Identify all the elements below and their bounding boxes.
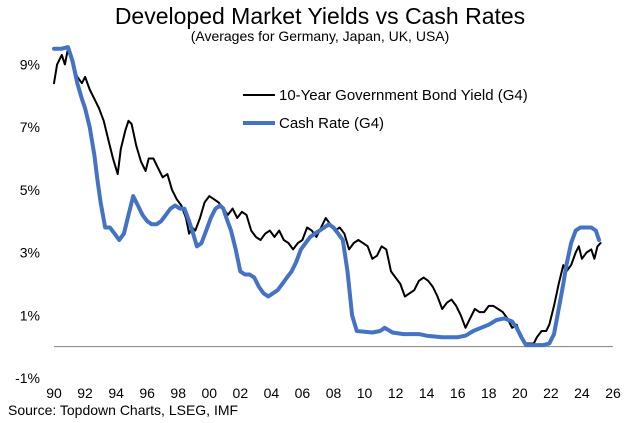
x-tick-label: 08 bbox=[326, 385, 342, 401]
chart-title: Developed Market Yields vs Cash Rates bbox=[114, 3, 526, 29]
x-tick-label: 16 bbox=[450, 385, 466, 401]
y-tick-label: 1% bbox=[20, 307, 40, 323]
x-tick-label: 20 bbox=[512, 385, 528, 401]
x-tick-label: 98 bbox=[170, 385, 186, 401]
y-tick-label: 7% bbox=[20, 119, 40, 135]
x-tick-label: 04 bbox=[264, 385, 280, 401]
legend: 10-Year Government Bond Yield (G4) Cash R… bbox=[243, 87, 528, 132]
x-tick-label: 18 bbox=[481, 385, 497, 401]
x-tick-label: 96 bbox=[139, 385, 155, 401]
x-tick-label: 94 bbox=[108, 385, 124, 401]
y-tick-label: 9% bbox=[20, 56, 40, 72]
x-tick-label: 06 bbox=[295, 385, 311, 401]
chart-subtitle: (Averages for Germany, Japan, UK, USA) bbox=[190, 28, 450, 44]
x-tick-label: 90 bbox=[46, 385, 62, 401]
legend-label: Cash Rate (G4) bbox=[279, 115, 384, 132]
x-tick-label: 12 bbox=[388, 385, 404, 401]
x-tick-label: 00 bbox=[201, 385, 217, 401]
series-group bbox=[52, 45, 602, 348]
x-tick-label: 26 bbox=[605, 385, 621, 401]
y-tick-label: 3% bbox=[20, 245, 40, 261]
x-tick-label: 10 bbox=[357, 385, 373, 401]
legend-label: 10-Year Government Bond Yield (G4) bbox=[279, 87, 528, 104]
cash-rate-line bbox=[52, 45, 601, 348]
x-axis-ticks: 90 92 94 96 98 00 02 04 06 08 10 12 14 16 18 20 22 24 26 bbox=[46, 385, 621, 401]
x-tick-label: 24 bbox=[574, 385, 590, 401]
x-tick-label: 92 bbox=[77, 385, 93, 401]
x-tick-label: 14 bbox=[419, 385, 435, 401]
x-tick-label: 02 bbox=[233, 385, 249, 401]
y-tick-label: 5% bbox=[20, 182, 40, 198]
y-tick-label: -1% bbox=[15, 370, 40, 386]
source-note: Source: Topdown Charts, LSEG, IMF bbox=[8, 402, 239, 418]
y-axis-ticks: -1% 1% 3% 5% 7% 9% bbox=[15, 56, 40, 386]
x-tick-label: 22 bbox=[543, 385, 559, 401]
